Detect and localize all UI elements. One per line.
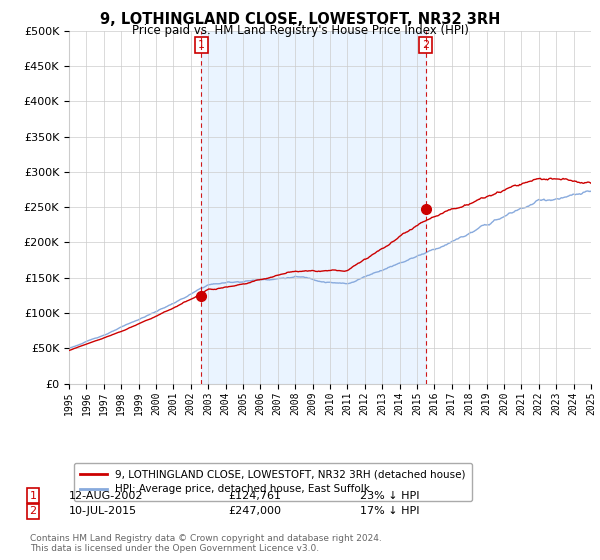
Text: 2: 2 [29, 506, 37, 516]
Text: 10-JUL-2015: 10-JUL-2015 [69, 506, 137, 516]
Text: 1: 1 [198, 40, 205, 50]
Legend: 9, LOTHINGLAND CLOSE, LOWESTOFT, NR32 3RH (detached house), HPI: Average price, : 9, LOTHINGLAND CLOSE, LOWESTOFT, NR32 3R… [74, 463, 472, 501]
Text: £247,000: £247,000 [228, 506, 281, 516]
Text: 1: 1 [29, 491, 37, 501]
Bar [201, 31, 425, 384]
Text: 23% ↓ HPI: 23% ↓ HPI [360, 491, 419, 501]
Text: 9, LOTHINGLAND CLOSE, LOWESTOFT, NR32 3RH: 9, LOTHINGLAND CLOSE, LOWESTOFT, NR32 3R… [100, 12, 500, 27]
Text: 12-AUG-2002: 12-AUG-2002 [69, 491, 143, 501]
Text: 2: 2 [422, 40, 429, 50]
Text: Contains HM Land Registry data © Crown copyright and database right 2024.
This d: Contains HM Land Registry data © Crown c… [30, 534, 382, 553]
Text: 17% ↓ HPI: 17% ↓ HPI [360, 506, 419, 516]
Text: £124,761: £124,761 [228, 491, 281, 501]
Text: Price paid vs. HM Land Registry's House Price Index (HPI): Price paid vs. HM Land Registry's House … [131, 24, 469, 36]
